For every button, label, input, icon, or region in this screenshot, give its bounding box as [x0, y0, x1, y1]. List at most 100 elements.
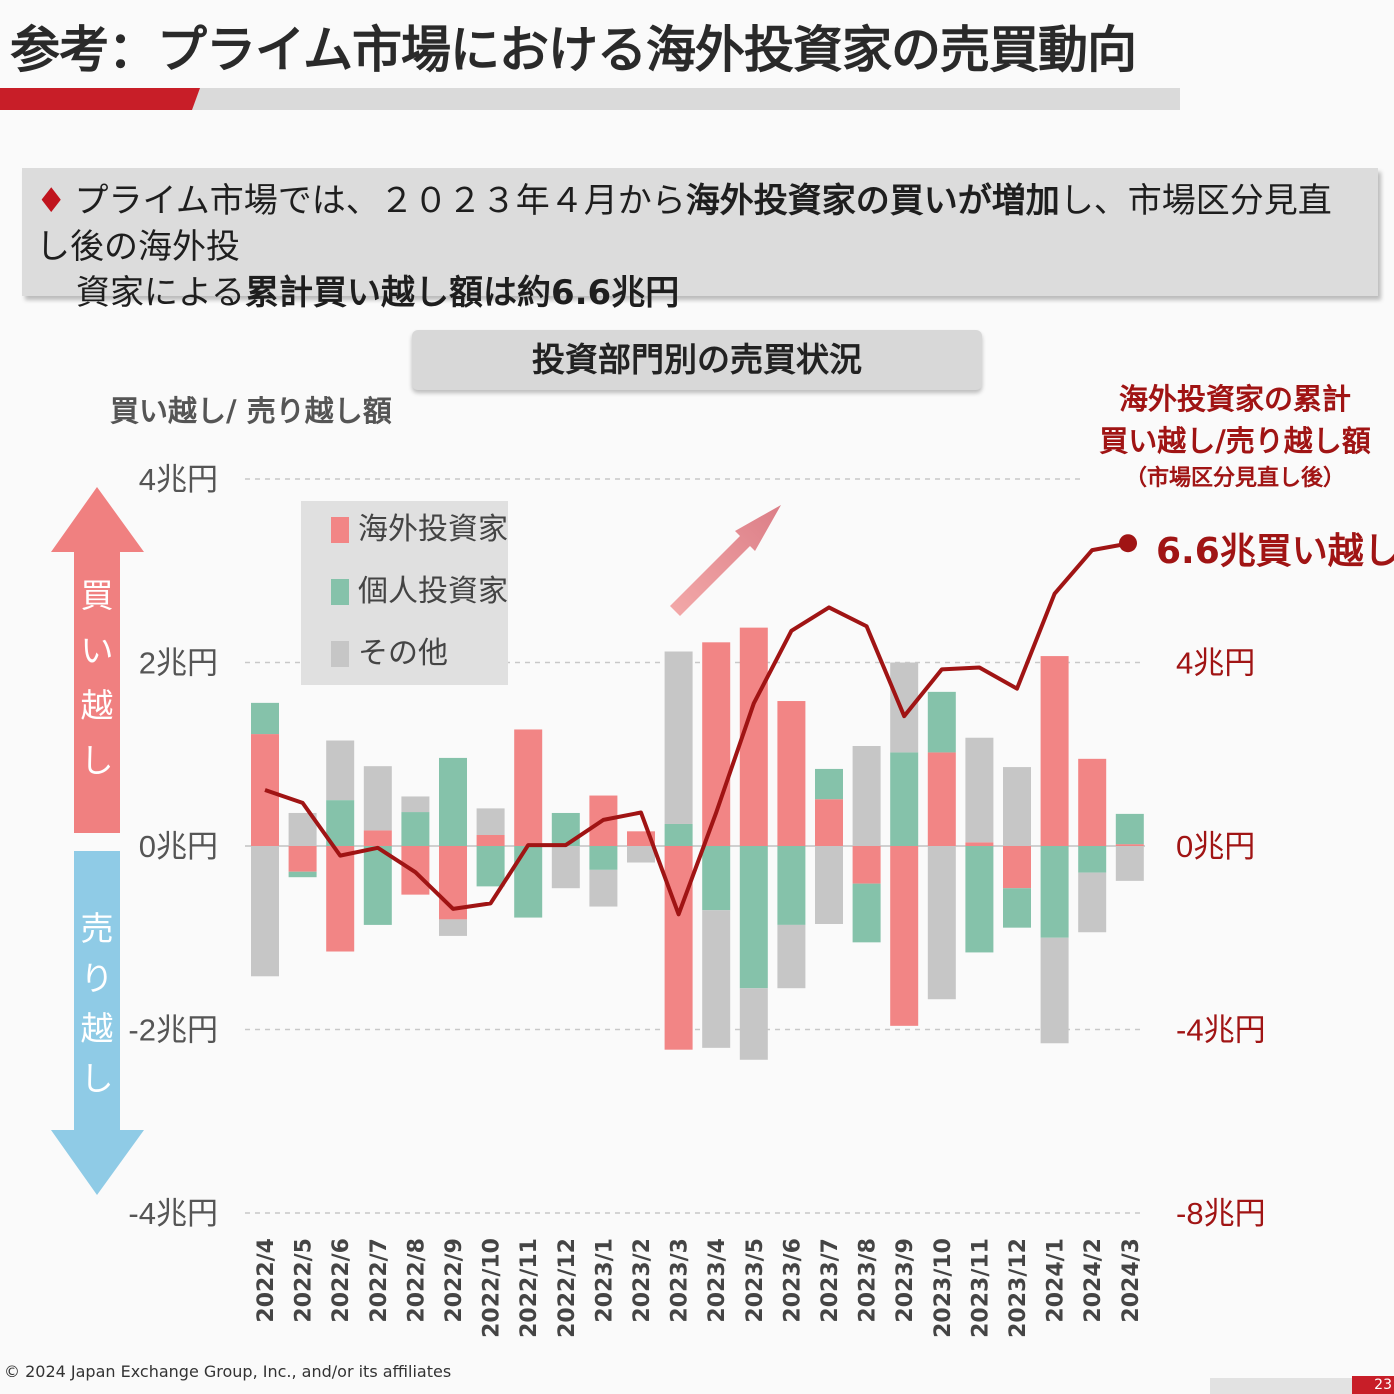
y-axis-label: 買い越し/ 売り越し額	[110, 394, 392, 428]
bar-individual	[551, 812, 580, 846]
buy-arrow-char: 買	[81, 576, 114, 615]
bar-individual	[401, 812, 430, 846]
x-tick-label: 2022/9	[442, 1238, 467, 1323]
bar-overseas	[1003, 846, 1031, 889]
bar-overseas	[815, 799, 843, 846]
copyright-text: © 2024 Japan Exchange Group, Inc., and/o…	[4, 1362, 452, 1381]
cumulative-annotation: 6.6兆買い越し	[1156, 531, 1394, 572]
bar-overseas	[363, 830, 392, 846]
bar-overseas	[664, 846, 693, 1050]
bar-individual	[439, 757, 467, 846]
y-tick-label: 4兆円	[139, 462, 218, 497]
bar-other	[1078, 872, 1107, 933]
bar-other	[1040, 937, 1069, 1044]
x-tick-label: 2024/1	[1044, 1238, 1069, 1323]
x-tick-label: 2023/12	[1006, 1238, 1031, 1338]
x-tick-label: 2023/4	[705, 1238, 730, 1323]
legend-swatch	[331, 517, 349, 543]
bar-individual	[476, 846, 505, 887]
page-number: 23	[1352, 1376, 1394, 1394]
y2-tick-label: 0兆円	[1176, 829, 1255, 864]
legend-label: 海外投資家	[358, 512, 508, 547]
x-tick-label: 2022/7	[367, 1238, 392, 1323]
x-tick-label: 2024/2	[1081, 1238, 1106, 1323]
x-tick-label: 2023/5	[743, 1238, 768, 1323]
y2-tick-label: -4兆円	[1176, 1013, 1266, 1048]
x-tick-label: 2023/8	[856, 1238, 881, 1323]
bar-other	[739, 988, 768, 1060]
bar-other	[476, 808, 505, 835]
sell-arrow-char: し	[81, 1059, 114, 1098]
bar-individual	[927, 691, 956, 753]
bar-overseas	[1078, 758, 1107, 846]
x-tick-label: 2022/8	[404, 1238, 429, 1323]
y2-tick-label: 4兆円	[1176, 646, 1255, 681]
buy-arrow-char: 越	[81, 686, 114, 725]
y-tick-label: 2兆円	[139, 646, 218, 681]
bar-other	[589, 869, 618, 907]
x-tick-label: 2023/9	[893, 1238, 918, 1323]
bar-other	[1003, 767, 1031, 846]
x-tick-label: 2023/11	[968, 1238, 993, 1338]
bar-other	[627, 846, 655, 863]
bar-individual	[1003, 888, 1031, 928]
bar-other	[852, 745, 881, 846]
x-tick-label: 2023/1	[592, 1238, 617, 1323]
buy-arrow-icon	[51, 487, 144, 833]
bar-individual	[288, 871, 317, 878]
bar-other	[890, 662, 919, 753]
bar-other	[439, 919, 467, 936]
x-tick-label: 2022/11	[517, 1238, 542, 1338]
trend-arrow-icon	[670, 505, 781, 616]
legend-label: 個人投資家	[358, 574, 508, 609]
x-tick-label: 2024/3	[1119, 1238, 1144, 1323]
y2-axis-label-line3: （市場区分見直し後）	[1124, 466, 1345, 491]
buy-arrow-char: い	[81, 631, 114, 670]
x-tick-label: 2023/7	[818, 1238, 843, 1323]
bar-other	[664, 651, 693, 824]
legend-swatch	[331, 579, 349, 605]
bar-other	[401, 796, 430, 813]
cumulative-endpoint	[1119, 534, 1137, 553]
page-title: 参考：プライム市場における海外投資家の売買動向	[10, 21, 1137, 79]
bar-overseas	[288, 846, 317, 872]
bar-overseas	[965, 842, 994, 846]
y2-tick-label: -8兆円	[1176, 1196, 1266, 1231]
x-tick-label: 2023/3	[668, 1238, 693, 1323]
bar-individual	[326, 800, 355, 846]
bar-other	[551, 846, 580, 889]
bar-individual	[777, 846, 806, 925]
x-tick-label: 2022/5	[292, 1238, 317, 1323]
bar-overseas	[890, 846, 919, 1026]
bar-individual	[965, 846, 994, 953]
bar-other	[965, 737, 994, 843]
bar-individual	[739, 846, 768, 989]
cumulative-line	[264, 541, 1131, 917]
page-number-bar	[1210, 1378, 1394, 1394]
callout-bold-2: 累計買い越し額は約6.6兆円	[244, 273, 680, 313]
bar-overseas	[326, 846, 355, 952]
legend-label: その他	[358, 636, 448, 671]
bar-overseas	[514, 729, 543, 846]
bar-other	[363, 766, 392, 831]
bar-other	[326, 740, 355, 801]
bar-overseas	[927, 752, 956, 846]
legend-swatch	[331, 641, 349, 667]
chart-title: 投資部門別の売買状況	[412, 330, 982, 390]
bar-individual	[702, 846, 731, 911]
x-tick-label: 2023/6	[780, 1238, 805, 1323]
callout-text-2: し、市場区分見直し後の海外投	[36, 181, 1332, 267]
bar-other	[251, 846, 279, 977]
bar-individual	[815, 768, 843, 800]
sell-arrow-char: 売	[81, 909, 114, 948]
bar-overseas	[1040, 656, 1069, 846]
sell-arrow-icon	[51, 851, 144, 1195]
title-underline-red	[0, 88, 200, 110]
bar-other	[1115, 846, 1144, 881]
bar-individual	[251, 702, 279, 735]
bar-overseas	[739, 627, 768, 846]
bar-other	[815, 846, 843, 924]
bar-other	[702, 910, 731, 1048]
bar-individual	[890, 752, 919, 846]
